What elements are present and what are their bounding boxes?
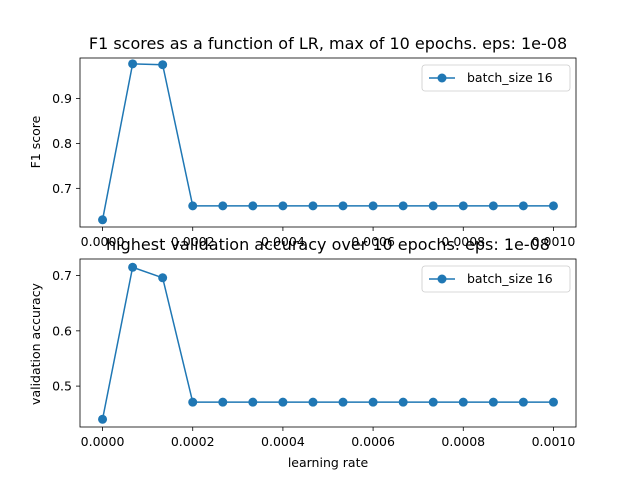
accuracy-x-tick-label: 0.0004 xyxy=(261,434,305,449)
f1-data-point xyxy=(548,201,558,211)
accuracy-data-point xyxy=(338,397,348,407)
f1-y-tick-label: 0.7 xyxy=(52,181,72,196)
f1-x-tick-label: 0.0002 xyxy=(171,234,215,249)
f1-data-point xyxy=(428,201,438,211)
accuracy-ticks: 0.0000 0.0002 0.0004 0.0006 0.0008 0.0010 0.5 0… xyxy=(52,268,575,449)
f1-y-axis-label: F1 score xyxy=(28,115,43,168)
f1-data-point xyxy=(218,201,228,211)
f1-data-point xyxy=(248,201,258,211)
f1-legend-box xyxy=(421,64,571,92)
accuracy-legend-label: batch_size 16 xyxy=(467,271,553,286)
accuracy-series-line xyxy=(101,266,554,420)
accuracy-x-tick-label: 0.0006 xyxy=(351,434,395,449)
f1-axes-frame xyxy=(79,57,577,228)
f1-chart-title: F1 scores as a function of LR, max of 10… xyxy=(89,34,567,53)
accuracy-y-tick-label: 0.6 xyxy=(52,323,72,338)
accuracy-x-axis-label: learning rate xyxy=(288,455,369,470)
accuracy-y-axis-label: validation accuracy xyxy=(28,282,43,405)
f1-data-point xyxy=(278,201,288,211)
accuracy-legend: batch_size 16 xyxy=(421,265,571,293)
f1-legend: batch_size 16 xyxy=(421,64,571,92)
f1-data-point xyxy=(338,201,348,211)
accuracy-series xyxy=(98,262,558,424)
accuracy-data-point xyxy=(308,397,318,407)
f1-data-point xyxy=(98,215,108,225)
accuracy-data-point xyxy=(278,397,288,407)
subplot-f1: F1 scores as a function of LR, max of 10… xyxy=(28,34,577,249)
accuracy-legend-marker xyxy=(437,274,447,284)
accuracy-axes-frame xyxy=(79,258,577,428)
f1-data-point xyxy=(158,60,168,70)
accuracy-data-point xyxy=(368,397,378,407)
accuracy-data-point xyxy=(128,262,138,272)
accuracy-data-point xyxy=(158,273,168,283)
accuracy-data-point xyxy=(98,414,108,424)
f1-series xyxy=(98,59,558,225)
accuracy-data-point xyxy=(398,397,408,407)
f1-x-tick-label: 0.0004 xyxy=(261,234,305,249)
f1-data-point xyxy=(488,201,498,211)
accuracy-data-point xyxy=(188,397,198,407)
accuracy-data-point xyxy=(428,397,438,407)
accuracy-data-point xyxy=(248,397,258,407)
accuracy-chart-title: highest validation accuracy over 10 epoc… xyxy=(106,235,550,254)
f1-y-tick-label: 0.8 xyxy=(52,136,72,151)
f1-x-tick-label: 0.0008 xyxy=(441,234,485,249)
f1-data-point xyxy=(368,201,378,211)
accuracy-y-tick-label: 0.7 xyxy=(52,268,72,283)
f1-x-tick-label: 0.0000 xyxy=(81,234,125,249)
f1-data-point xyxy=(308,201,318,211)
accuracy-x-tick-label: 0.0010 xyxy=(532,434,576,449)
f1-ticks: 0.0000 0.0002 0.0004 0.0006 0.0008 0.0010 0.7 0… xyxy=(52,91,575,249)
f1-legend-marker xyxy=(437,73,447,83)
accuracy-x-tick-label: 0.0002 xyxy=(171,434,215,449)
f1-legend-label: batch_size 16 xyxy=(467,70,553,85)
f1-y-tick-label: 0.9 xyxy=(52,91,72,106)
subplot-accuracy: highest validation accuracy over 10 epoc… xyxy=(28,235,577,470)
accuracy-data-point xyxy=(488,397,498,407)
f1-data-point xyxy=(128,59,138,69)
accuracy-data-point xyxy=(458,397,468,407)
f1-data-point xyxy=(518,201,528,211)
f1-series-line xyxy=(101,63,554,220)
f1-data-point xyxy=(458,201,468,211)
accuracy-legend-box xyxy=(421,265,571,293)
f1-data-point xyxy=(398,201,408,211)
accuracy-y-tick-label: 0.5 xyxy=(52,379,72,394)
accuracy-data-point xyxy=(518,397,528,407)
accuracy-x-tick-label: 0.0008 xyxy=(441,434,485,449)
accuracy-data-point xyxy=(548,397,558,407)
accuracy-data-point xyxy=(218,397,228,407)
f1-x-tick-label: 0.0010 xyxy=(532,234,576,249)
accuracy-x-tick-label: 0.0000 xyxy=(81,434,125,449)
f1-data-point xyxy=(188,201,198,211)
f1-x-tick-label: 0.0006 xyxy=(351,234,395,249)
